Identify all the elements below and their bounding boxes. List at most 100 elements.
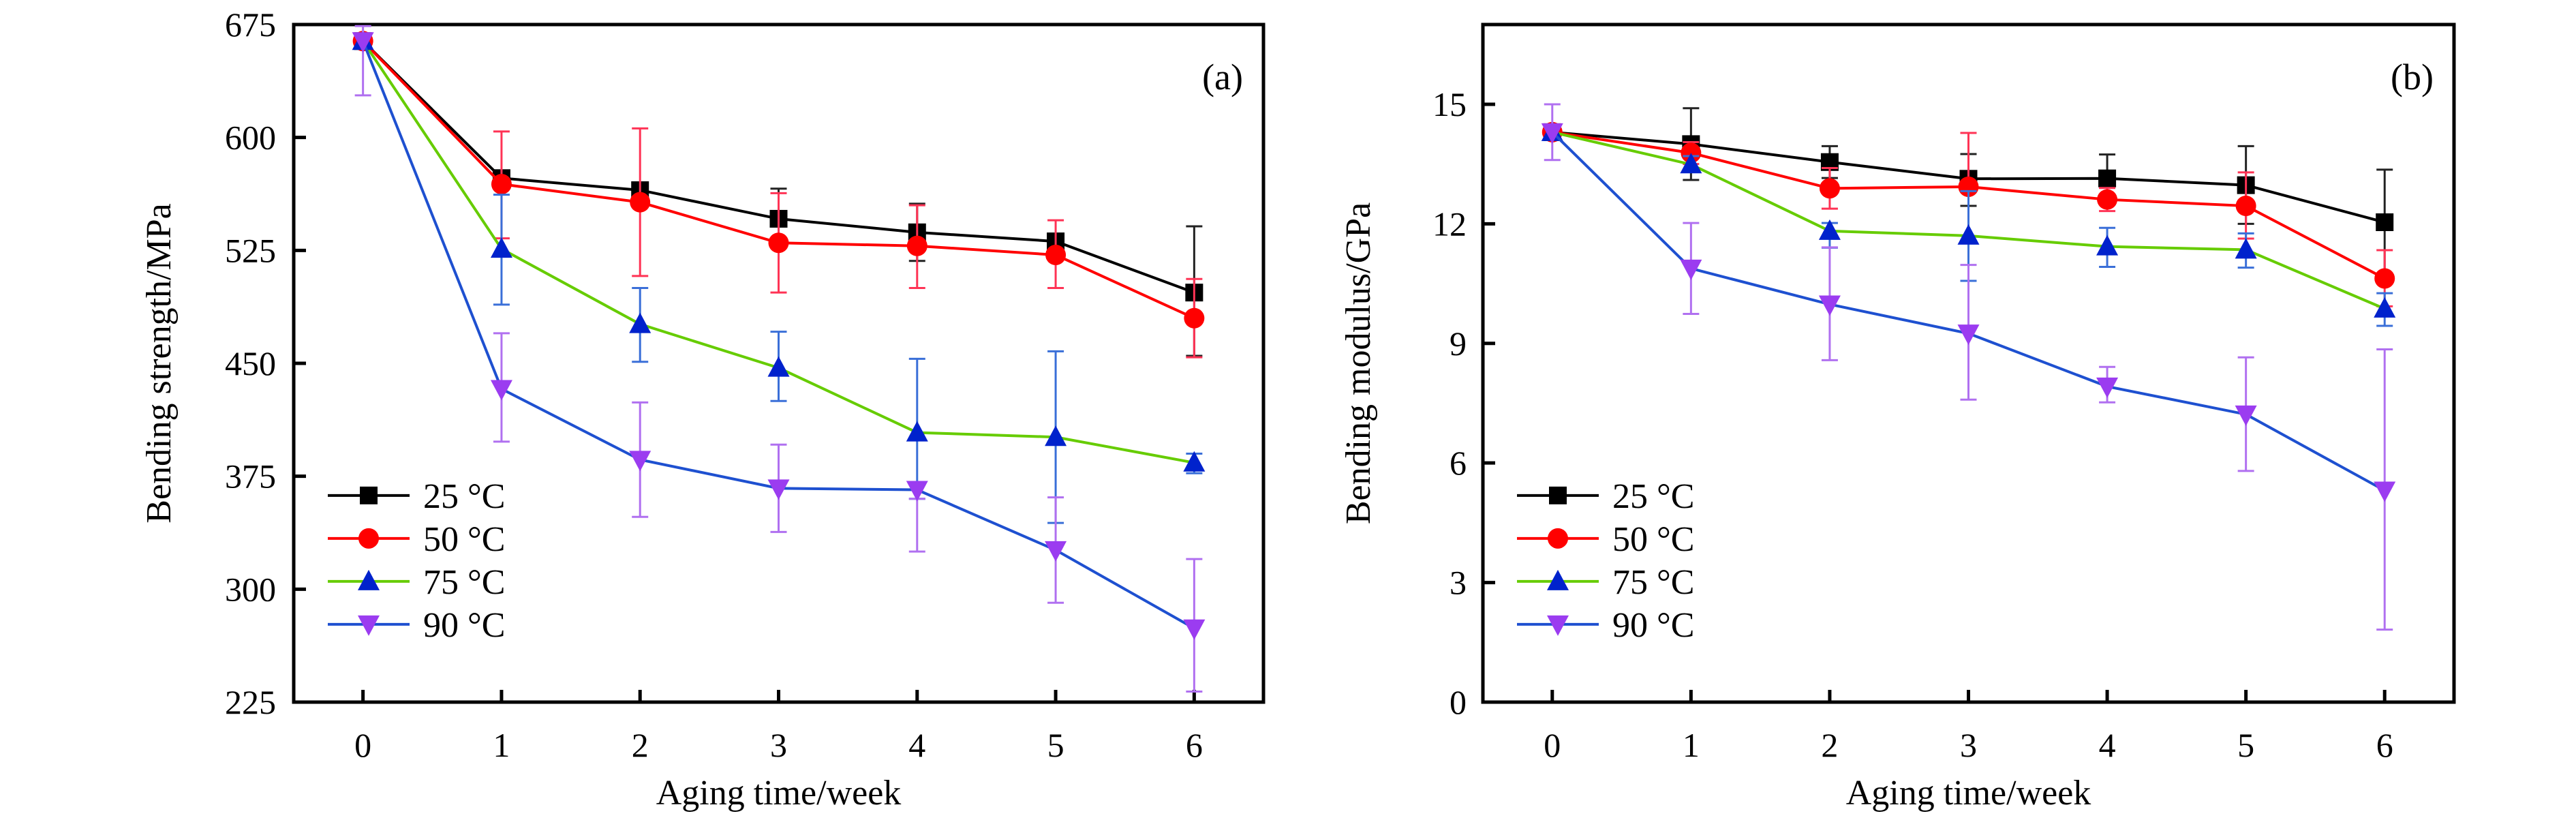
marker-triangle-down [1045,541,1067,562]
y-tick-label: 300 [225,570,276,608]
legend-item: 25 °C [328,477,505,516]
legend-label: 50 °C [1612,520,1694,559]
x-axis-title: Aging time/week [656,774,902,813]
marker-circle [1045,244,1067,265]
legend-item: 75 °C [1517,563,1694,602]
marker-square [1549,486,1567,504]
marker-square [2376,213,2394,232]
legend-label: 90 °C [423,606,505,645]
y-tick-label: 9 [1450,324,1467,363]
legend-label: 75 °C [423,563,505,602]
marker-triangle-up [490,237,512,258]
legend-item: 50 °C [328,520,505,559]
x-tick-label: 1 [493,726,510,764]
y-axis-title: Bending modulus/GPa [1339,202,1378,524]
marker-circle [2235,196,2256,217]
marker-triangle-down [2235,405,2257,426]
x-tick-label: 0 [1544,726,1561,764]
marker-triangle-up [1547,569,1569,590]
y-tick-label: 12 [1432,204,1467,243]
x-tick-label: 5 [1047,726,1064,764]
marker-triangle-down [352,32,374,53]
marker-triangle-down [1547,615,1569,636]
y-axis-title: Bending strength/MPa [140,203,179,523]
marker-circle [906,235,927,256]
marker-triangle-up [1818,219,1841,240]
marker-square [360,486,378,504]
marker-circle [1548,528,1568,549]
y-tick-label: 225 [225,683,276,721]
marker-triangle-down [1957,324,1980,346]
series-50C [352,31,1205,359]
marker-triangle-up [1680,153,1702,174]
legend-label: 25 °C [423,477,505,516]
marker-triangle-up [2374,297,2396,318]
marker-circle [2374,268,2395,289]
marker-triangle-down [2374,481,2396,502]
x-axis-title: Aging time/week [1846,774,2091,813]
marker-circle [1184,307,1205,329]
legend-item: 50 °C [1517,520,1694,559]
panel-label: (b) [2391,57,2434,97]
legend-item: 75 °C [328,563,505,602]
x-tick-label: 2 [632,726,649,764]
marker-triangle-up [1957,224,1980,245]
series-90C [1541,103,2396,631]
marker-triangle-up [629,312,651,333]
x-tick-label: 2 [1821,726,1838,764]
marker-circle [2097,189,2118,210]
x-tick-label: 0 [354,726,371,764]
legend-label: 75 °C [1612,563,1694,602]
x-tick-label: 6 [1186,726,1203,764]
x-tick-label: 3 [1960,726,1977,764]
legend-label: 50 °C [423,520,505,559]
series-75C [1541,120,2396,327]
marker-triangle-down [1183,619,1206,640]
marker-triangle-up [2235,238,2257,259]
series-75C [352,29,1206,524]
y-tick-label: 15 [1432,85,1467,123]
x-tick-label: 5 [2237,726,2254,764]
x-tick-label: 6 [2376,726,2393,764]
y-tick-label: 675 [225,5,276,44]
y-tick-label: 525 [225,231,276,269]
x-tick-label: 1 [1683,726,1700,764]
marker-triangle-down [1818,295,1841,316]
marker-triangle-down [906,481,928,502]
marker-triangle-up [767,356,790,377]
y-tick-label: 0 [1450,683,1467,721]
marker-circle [1819,178,1840,199]
marker-circle [491,174,512,195]
chart-panel-a: 225 300 375 450 525 600 675 0 1 2 3 4 5 6 Aging time/w… [140,5,1266,813]
marker-circle [358,528,379,549]
marker-triangle-down [1680,259,1702,280]
marker-triangle-up [358,569,380,590]
y-tick-label: 375 [225,457,276,496]
marker-triangle-up [906,421,928,442]
y-tick-label: 600 [225,119,276,157]
marker-triangle-up [1183,451,1206,472]
marker-triangle-down [358,615,380,636]
y-tick-label: 450 [225,344,276,382]
legend-item: 90 °C [328,606,505,645]
y-tick-label: 6 [1450,444,1467,482]
legend: 25 °C 50 °C 75 °C 90 °C [1517,477,1694,645]
marker-triangle-up [1045,425,1067,446]
legend-item: 90 °C [1517,606,1694,645]
marker-circle [768,232,789,254]
x-tick-label: 3 [770,726,787,764]
marker-triangle-down [2096,377,2119,398]
legend: 25 °C 50 °C 75 °C 90 °C [328,477,505,645]
legend-item: 25 °C [1517,477,1694,516]
x-tick-label: 4 [2099,726,2116,764]
panel-label: (a) [1202,57,1243,97]
marker-circle [630,192,651,213]
legend-label: 90 °C [1612,606,1694,645]
marker-square [2098,169,2117,187]
legend-label: 25 °C [1612,477,1694,516]
marker-triangle-down [1541,123,1563,144]
marker-triangle-down [629,451,651,472]
marker-triangle-down [490,380,512,401]
